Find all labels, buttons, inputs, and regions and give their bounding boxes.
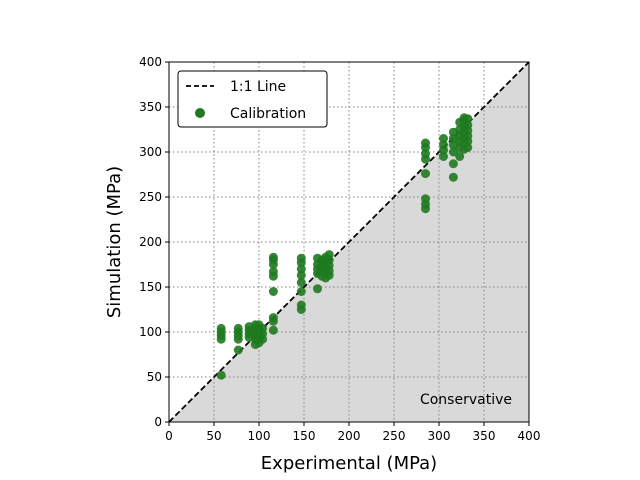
calibration-point [463,114,473,124]
x-tick-label: 150 [293,429,316,443]
y-tick-label: 0 [154,415,162,429]
y-axis-label: Simulation (MPa) [104,166,125,318]
x-axis-label: Experimental (MPa) [261,453,437,474]
calibration-point [296,270,306,280]
legend-label-calibration: Calibration [230,106,306,122]
legend-label-line: 1:1 Line [230,79,286,95]
calibration-point [448,172,458,182]
y-tick-label: 150 [139,280,162,294]
calibration-point [216,370,226,380]
legend-point-swatch [195,108,205,118]
annotation-conservative: Conservative [420,392,512,408]
calibration-point [313,284,322,294]
x-tick-label: 250 [383,429,406,443]
calibration-point [268,313,278,323]
calibration-point [296,300,306,310]
calibration-point [421,194,430,204]
calibration-point [258,323,268,333]
x-tick-label: 0 [165,429,173,443]
y-tick-label: 300 [139,145,162,159]
calibration-point [268,325,278,335]
y-tick-label: 100 [139,325,162,339]
calibration-point [421,149,430,159]
y-tick-label: 50 [147,370,162,384]
calibration-point [448,159,458,169]
calibration-point [439,134,448,143]
x-tick-label: 50 [206,429,221,443]
calibration-point [421,138,430,148]
x-tick-label: 400 [518,429,541,443]
y-tick-label: 350 [139,100,162,114]
calibration-point [324,250,334,260]
calibration-point [463,143,473,152]
calibration-point [448,147,458,157]
calibration-point [296,278,306,287]
calibration-point [463,120,473,130]
x-tick-label: 100 [248,429,271,443]
calibration-points [216,113,473,380]
calibration-point [421,169,430,179]
y-tick-label: 200 [139,235,162,249]
x-tick-label: 200 [338,429,361,443]
calibration-point [216,323,226,333]
grid-lines [169,62,529,422]
calibration-point [296,287,306,296]
calibration-point [296,253,306,263]
calibration-point [268,287,278,296]
calibration-point [233,323,243,333]
legend: 1:1 Line Calibration [177,70,328,128]
axis-ticks: 0 50 100 150 200 250 300 350 400 0 50 100 150 200 250 3… [139,55,540,443]
calibration-point [439,152,448,161]
calibration-point [268,252,278,262]
calibration-point [296,264,306,274]
calibration-point [233,345,243,355]
y-tick-label: 250 [139,190,162,204]
calibration-point [268,267,278,277]
x-tick-label: 350 [473,429,496,443]
calibration-point [439,140,448,150]
calibration-point [455,152,465,161]
y-tick-label: 400 [139,55,162,69]
legend-box [177,70,328,128]
x-tick-label: 300 [428,429,451,443]
